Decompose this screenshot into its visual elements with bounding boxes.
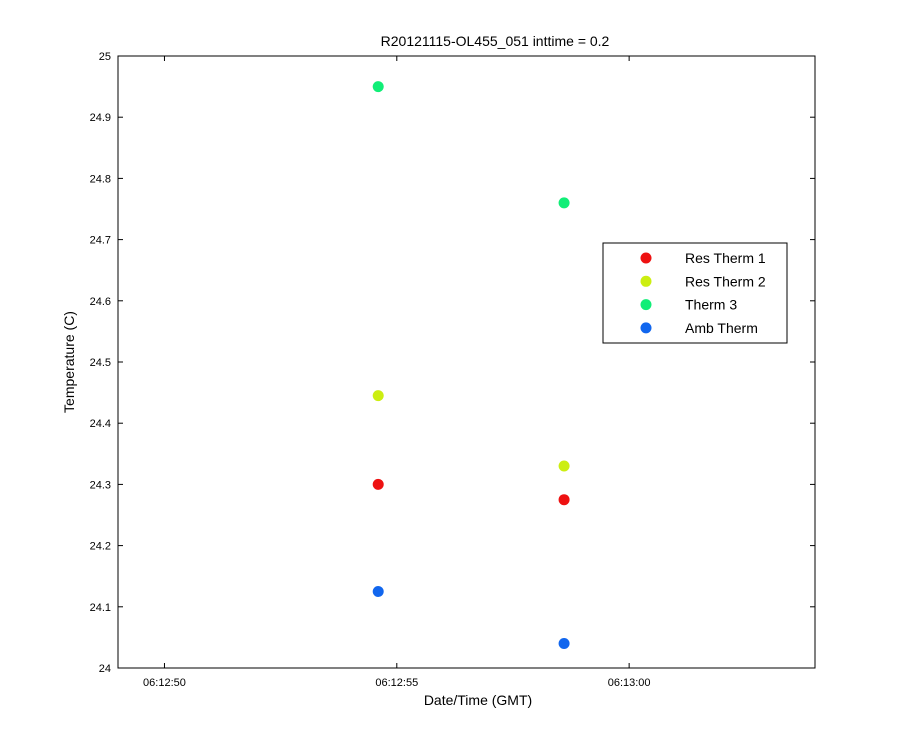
legend-marker	[640, 322, 652, 334]
legend-marker	[640, 252, 652, 264]
y-tick-label: 24.4	[90, 418, 111, 430]
y-tick-label: 24	[99, 663, 111, 675]
y-tick-label: 24.2	[90, 541, 111, 553]
point-therm-3	[372, 81, 384, 93]
y-tick-label: 24.1	[90, 602, 111, 614]
y-tick-label: 24.9	[90, 112, 111, 124]
y-tick-label: 24.6	[90, 296, 111, 308]
chart-title: R20121115-OL455_051 inttime = 0.2	[381, 33, 610, 49]
legend-label: Res Therm 2	[685, 273, 766, 289]
legend-box	[602, 242, 788, 344]
legend: Res Therm 1 Res Therm 2 Therm 3 Amb Therm	[602, 242, 788, 344]
x-axis: 06:12:50 06:12:55 06:13:00	[143, 56, 651, 689]
point-amb-therm	[372, 586, 384, 597]
x-axis-label: Date/Time (GMT)	[424, 692, 532, 708]
point-res-therm-2	[558, 460, 570, 472]
legend-label: Amb Therm	[685, 320, 758, 336]
data-points	[372, 81, 570, 650]
y-axis-label: Temperature (C)	[61, 311, 77, 413]
plot-area	[117, 55, 816, 669]
y-tick-label: 24.3	[90, 479, 111, 491]
point-res-therm-2	[372, 390, 384, 402]
y-tick-label: 24.7	[90, 235, 111, 247]
x-tick-label: 06:13:00	[608, 677, 651, 689]
y-axis: 24 24.1 24.2 24.3 24.4 24.5 24.6 24.7 24.8 24.9 25	[90, 51, 815, 675]
legend-label: Therm 3	[685, 297, 737, 313]
legend-marker	[640, 275, 652, 287]
point-therm-3	[558, 197, 570, 209]
y-tick-label: 24.8	[90, 173, 111, 185]
legend-marker	[640, 299, 652, 311]
y-tick-label: 25	[99, 51, 111, 63]
x-tick-label: 06:12:55	[375, 677, 418, 689]
x-tick-label: 06:12:50	[143, 677, 186, 689]
point-res-therm-1	[372, 478, 384, 490]
legend-label: Res Therm 1	[685, 250, 766, 266]
point-amb-therm	[558, 638, 570, 650]
point-res-therm-1	[558, 494, 570, 506]
y-tick-label: 24.5	[90, 357, 111, 369]
